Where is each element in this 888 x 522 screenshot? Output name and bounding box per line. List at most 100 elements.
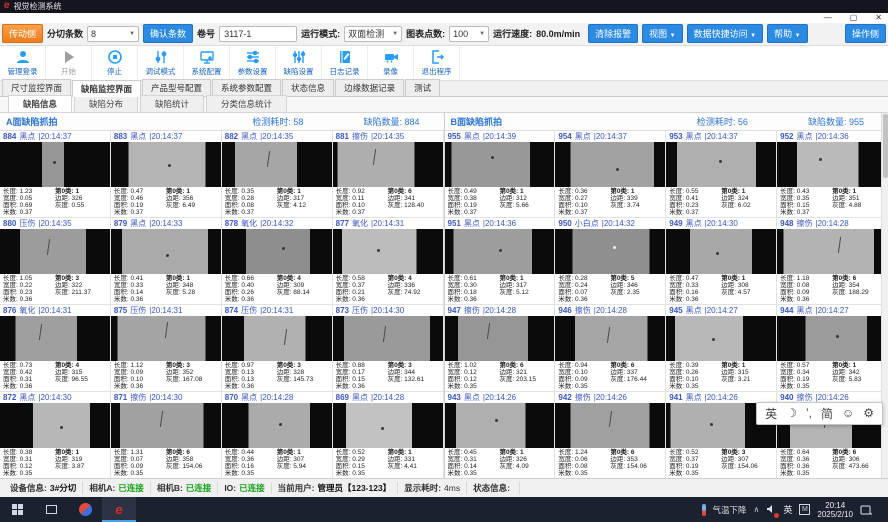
action-sliders-v-button[interactable]: 缺陷设置 bbox=[276, 45, 322, 80]
defect-cell[interactable]: 873 压伤 |20:14:30 长度: 0.88 宽度: 0.17 面积: 0.15 米… bbox=[332, 304, 443, 391]
defect-image[interactable] bbox=[666, 316, 777, 361]
language-indicator[interactable]: 英 bbox=[783, 505, 793, 516]
defect-cell[interactable]: 872 黑点 |20:14:30 长度: 0.38 宽度: 0.31 面积: 0.12 米… bbox=[0, 391, 110, 478]
defect-image[interactable] bbox=[777, 229, 887, 274]
ime-moon-icon[interactable]: ☽ bbox=[786, 406, 797, 421]
action-sliders-h-button[interactable]: 参数设置 bbox=[230, 45, 276, 80]
defect-cell[interactable]: 950 小白点 |20:14:32 长度: 0.28 宽度: 0.24 面积: 0.07… bbox=[555, 217, 666, 304]
taskbar-app-1[interactable] bbox=[68, 497, 102, 522]
view-menu-button[interactable]: 视图 ▼ bbox=[642, 24, 683, 44]
minimize-button[interactable]: — bbox=[823, 12, 832, 22]
defect-image[interactable] bbox=[221, 142, 332, 187]
defect-cell[interactable]: 944 黑点 |20:14:27 长度: 0.57 宽度: 0.34 面积: 0.19 米… bbox=[777, 304, 887, 391]
defect-cell[interactable]: 948 擦伤 |20:14:28 长度: 1.18 宽度: 0.08 面积: 0.09 米… bbox=[777, 217, 887, 304]
action-tune-button[interactable]: 调试模式 bbox=[138, 45, 184, 80]
defect-image[interactable] bbox=[110, 142, 221, 187]
defect-cell[interactable]: 954 黑点 |20:14:37 长度: 0.36 宽度: 0.27 面积: 0.10 米… bbox=[555, 130, 666, 217]
main-tab-2[interactable]: 产品型号配置 bbox=[142, 78, 212, 96]
defect-cell[interactable]: 871 擦伤 |20:14:30 长度: 1.31 宽度: 0.07 面积: 0.09 米… bbox=[110, 391, 221, 478]
action-center-icon[interactable] bbox=[860, 504, 872, 516]
defect-image[interactable] bbox=[444, 316, 555, 361]
operate-side-button[interactable]: 操作侧 bbox=[844, 24, 886, 44]
defect-image[interactable] bbox=[110, 316, 221, 361]
defect-image[interactable] bbox=[110, 229, 221, 274]
action-exit-button[interactable]: 退出程序 bbox=[414, 45, 460, 80]
maximize-button[interactable]: ▢ bbox=[849, 12, 858, 22]
sub-tab-3[interactable]: 分类信息统计 bbox=[206, 94, 288, 112]
defect-image[interactable] bbox=[555, 142, 666, 187]
clock[interactable]: 20:14 2025/2/10 bbox=[817, 500, 853, 519]
defect-image[interactable] bbox=[332, 316, 443, 361]
defect-cell[interactable]: 880 压伤 |20:14:35 长度: 1.05 宽度: 0.22 面积: 0.23 米… bbox=[0, 217, 110, 304]
defect-cell[interactable]: 955 黑点 |20:14:39 长度: 0.49 宽度: 0.38 面积: 0.19 米… bbox=[444, 130, 555, 217]
defect-cell[interactable]: 869 黑点 |20:14:28 长度: 0.52 宽度: 0.29 面积: 0.15 米… bbox=[332, 391, 443, 478]
scrollbar-thumb[interactable] bbox=[883, 113, 888, 178]
confirm-count-button[interactable]: 确认条数 bbox=[143, 24, 194, 44]
defect-cell[interactable]: 945 黑点 |20:14:27 长度: 0.39 宽度: 0.26 面积: 0.10 米… bbox=[666, 304, 777, 391]
defect-cell[interactable]: 884 黑点 |20:14:37 长度: 1.23 宽度: 0.05 面积: 0.69 米… bbox=[0, 130, 110, 217]
defect-image[interactable] bbox=[221, 403, 332, 448]
defect-cell[interactable]: 946 擦伤 |20:14:28 长度: 0.94 宽度: 0.10 面积: 0.09 米… bbox=[555, 304, 666, 391]
main-tab-3[interactable]: 系统参数配置 bbox=[212, 78, 282, 96]
defect-cell[interactable]: 947 擦伤 |20:14:28 长度: 1.02 宽度: 0.12 面积: 0.12 米… bbox=[444, 304, 555, 391]
defect-cell[interactable]: 953 黑点 |20:14:37 长度: 0.55 宽度: 0.41 面积: 0.23 米… bbox=[666, 130, 777, 217]
vertical-scrollbar[interactable] bbox=[881, 112, 888, 479]
defect-cell[interactable]: 883 黑点 |20:14:37 长度: 0.47 宽度: 0.46 面积: 0.19 米… bbox=[110, 130, 221, 217]
action-log-button[interactable]: 日志记录 bbox=[322, 45, 368, 80]
ime-simplified-button[interactable]: 简 bbox=[820, 406, 833, 421]
tray-expand-icon[interactable]: ∧ bbox=[753, 505, 760, 515]
main-tab-0[interactable]: 尺寸监控界面 bbox=[2, 78, 72, 96]
action-monitor-button[interactable]: 系统配置 bbox=[184, 45, 230, 80]
defect-image[interactable] bbox=[0, 403, 110, 448]
help-menu-button[interactable]: 帮助 ▼ bbox=[767, 24, 808, 44]
sub-tab-1[interactable]: 缺陷分布 bbox=[74, 94, 139, 112]
defect-image[interactable] bbox=[0, 316, 110, 361]
defect-image[interactable] bbox=[110, 403, 221, 448]
main-tab-4[interactable]: 状态信息 bbox=[282, 78, 335, 96]
main-tab-1[interactable]: 缺陷监控界面 bbox=[72, 79, 142, 97]
task-view-button[interactable] bbox=[34, 497, 68, 522]
defect-image[interactable] bbox=[332, 142, 443, 187]
defect-image[interactable] bbox=[666, 142, 777, 187]
run-mode-select[interactable]: 双面检测 ▼ bbox=[344, 25, 403, 42]
clear-alarm-button[interactable]: 清除报警 bbox=[588, 24, 639, 44]
defect-cell[interactable]: 876 氧化 |20:14:31 长度: 0.73 宽度: 0.42 面积: 0.31 米… bbox=[0, 304, 110, 391]
defect-image[interactable] bbox=[777, 142, 887, 187]
defect-image[interactable] bbox=[666, 229, 777, 274]
close-button[interactable]: ✕ bbox=[875, 12, 882, 22]
start-button[interactable] bbox=[0, 497, 34, 522]
defect-image[interactable] bbox=[221, 316, 332, 361]
defect-image[interactable] bbox=[555, 316, 666, 361]
defect-cell[interactable]: 875 压伤 |20:14:31 长度: 1.12 宽度: 0.09 面积: 0.10 米… bbox=[110, 304, 221, 391]
action-stop-button[interactable]: 停止 bbox=[92, 45, 138, 80]
defect-cell[interactable]: 870 黑点 |20:14:28 长度: 0.44 宽度: 0.36 面积: 0.16 米… bbox=[221, 391, 332, 478]
roll-number-input[interactable] bbox=[219, 25, 298, 42]
sub-tab-2[interactable]: 缺陷统计 bbox=[140, 94, 205, 112]
defect-cell[interactable]: 949 黑点 |20:14:30 长度: 0.47 宽度: 0.33 面积: 0.16 米… bbox=[666, 217, 777, 304]
weather-text[interactable]: 气温下降 bbox=[712, 504, 747, 515]
data-quick-access-button[interactable]: 数据快捷访问 ▼ bbox=[686, 24, 764, 44]
main-tab-6[interactable]: 测试 bbox=[405, 78, 441, 96]
action-camera-button[interactable]: 录像 bbox=[368, 45, 414, 80]
defect-cell[interactable]: 882 黑点 |20:14:35 长度: 0.35 宽度: 0.28 面积: 0.08 米… bbox=[221, 130, 332, 217]
main-tab-5[interactable]: 边缘数据记录 bbox=[335, 78, 405, 96]
ime-punct-button[interactable]: ’, bbox=[805, 406, 812, 421]
defect-image[interactable] bbox=[777, 316, 887, 361]
taskbar-app-2-active[interactable]: e bbox=[102, 497, 136, 522]
chart-points-select[interactable]: 100 ▼ bbox=[449, 25, 490, 42]
defect-cell[interactable]: 943 黑点 |20:14:26 长度: 0.45 宽度: 0.31 面积: 0.14 米… bbox=[444, 391, 555, 478]
defect-image[interactable] bbox=[555, 229, 666, 274]
ime-toolbar[interactable]: 英 ☽ ’, 简 ☺ ⚙ bbox=[756, 401, 883, 425]
defect-cell[interactable]: 951 黑点 |20:14:36 长度: 0.61 宽度: 0.30 面积: 0.18 米… bbox=[444, 217, 555, 304]
ime-settings-icon[interactable]: ⚙ bbox=[863, 406, 874, 421]
defect-image[interactable] bbox=[555, 403, 666, 448]
defect-image[interactable] bbox=[332, 403, 443, 448]
defect-cell[interactable]: 878 氧化 |20:14:32 长度: 0.66 宽度: 0.40 面积: 0.26 米… bbox=[221, 217, 332, 304]
ime-lang-button[interactable]: 英 bbox=[765, 406, 778, 421]
drive-side-button[interactable]: 传动侧 bbox=[2, 24, 44, 44]
defect-image[interactable] bbox=[0, 229, 110, 274]
action-play-button[interactable]: 开始 bbox=[46, 45, 92, 80]
defect-cell[interactable]: 877 氧化 |20:14:31 长度: 0.58 宽度: 0.37 面积: 0.21 米… bbox=[332, 217, 443, 304]
slit-count-select[interactable]: 8 ▼ bbox=[87, 25, 140, 42]
action-user-button[interactable]: 管理登录 bbox=[0, 45, 46, 80]
